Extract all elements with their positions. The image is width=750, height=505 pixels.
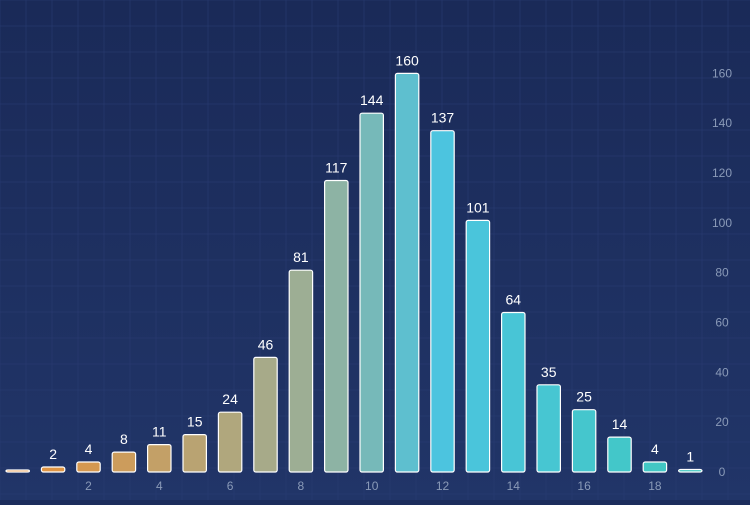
data-label: 137	[431, 110, 455, 126]
data-label: 15	[187, 414, 203, 430]
y-tick-label: 100	[712, 216, 732, 230]
data-label: 160	[395, 52, 419, 68]
data-label: 4	[85, 441, 93, 457]
data-label: 14	[612, 416, 628, 432]
bar	[253, 356, 278, 473]
data-label: 2	[49, 446, 57, 462]
y-axis-ticks: 0 20 40 60 80 100 120 140 160	[712, 66, 732, 479]
data-label: 25	[576, 389, 592, 405]
data-label: 117	[325, 160, 348, 176]
bar	[217, 411, 243, 473]
y-tick-label: 120	[712, 166, 732, 180]
data-label: 4	[651, 441, 659, 457]
bar	[40, 466, 66, 473]
x-tick-label: 12	[436, 479, 450, 493]
bar	[324, 179, 349, 473]
data-label: 46	[258, 336, 274, 352]
data-label: 81	[293, 249, 309, 265]
x-tick-label: 16	[577, 479, 591, 493]
y-tick-label: 20	[715, 415, 729, 429]
y-tick-label: 80	[715, 266, 729, 280]
bar	[642, 461, 668, 473]
data-label: 101	[466, 199, 490, 215]
bar	[76, 461, 101, 473]
bar	[501, 311, 526, 473]
x-tick-label: 4	[156, 479, 163, 493]
bar	[147, 444, 172, 473]
bar	[536, 384, 561, 473]
x-tick-label: 8	[298, 479, 305, 493]
bars	[5, 72, 703, 473]
bar	[182, 434, 207, 473]
data-label: 144	[360, 92, 384, 108]
bar	[111, 451, 137, 473]
data-label: 11	[152, 424, 167, 440]
bar	[607, 436, 632, 473]
data-label: 24	[222, 391, 238, 407]
x-tick-label: 10	[365, 479, 379, 493]
bar	[465, 219, 491, 473]
bar	[5, 469, 30, 473]
bar	[571, 409, 597, 473]
y-tick-label: 140	[712, 116, 732, 130]
bar	[359, 112, 384, 473]
x-axis-ticks: 2 4 6 8 10 12 14 16 18	[85, 479, 662, 493]
bar	[430, 130, 455, 473]
x-tick-label: 18	[648, 479, 662, 493]
bar	[288, 269, 314, 473]
x-tick-label: 6	[227, 479, 234, 493]
data-label: 35	[541, 364, 557, 380]
data-label: 1	[686, 449, 694, 465]
x-tick-label: 2	[85, 479, 92, 493]
y-tick-label: 160	[712, 66, 732, 80]
y-tick-label: 0	[719, 465, 726, 479]
bar	[677, 468, 703, 473]
data-label: 8	[120, 431, 128, 447]
y-tick-label: 40	[715, 365, 729, 379]
bar	[394, 72, 420, 473]
data-label: 64	[506, 292, 522, 308]
x-tick-label: 14	[507, 479, 521, 493]
y-tick-label: 60	[715, 316, 729, 330]
